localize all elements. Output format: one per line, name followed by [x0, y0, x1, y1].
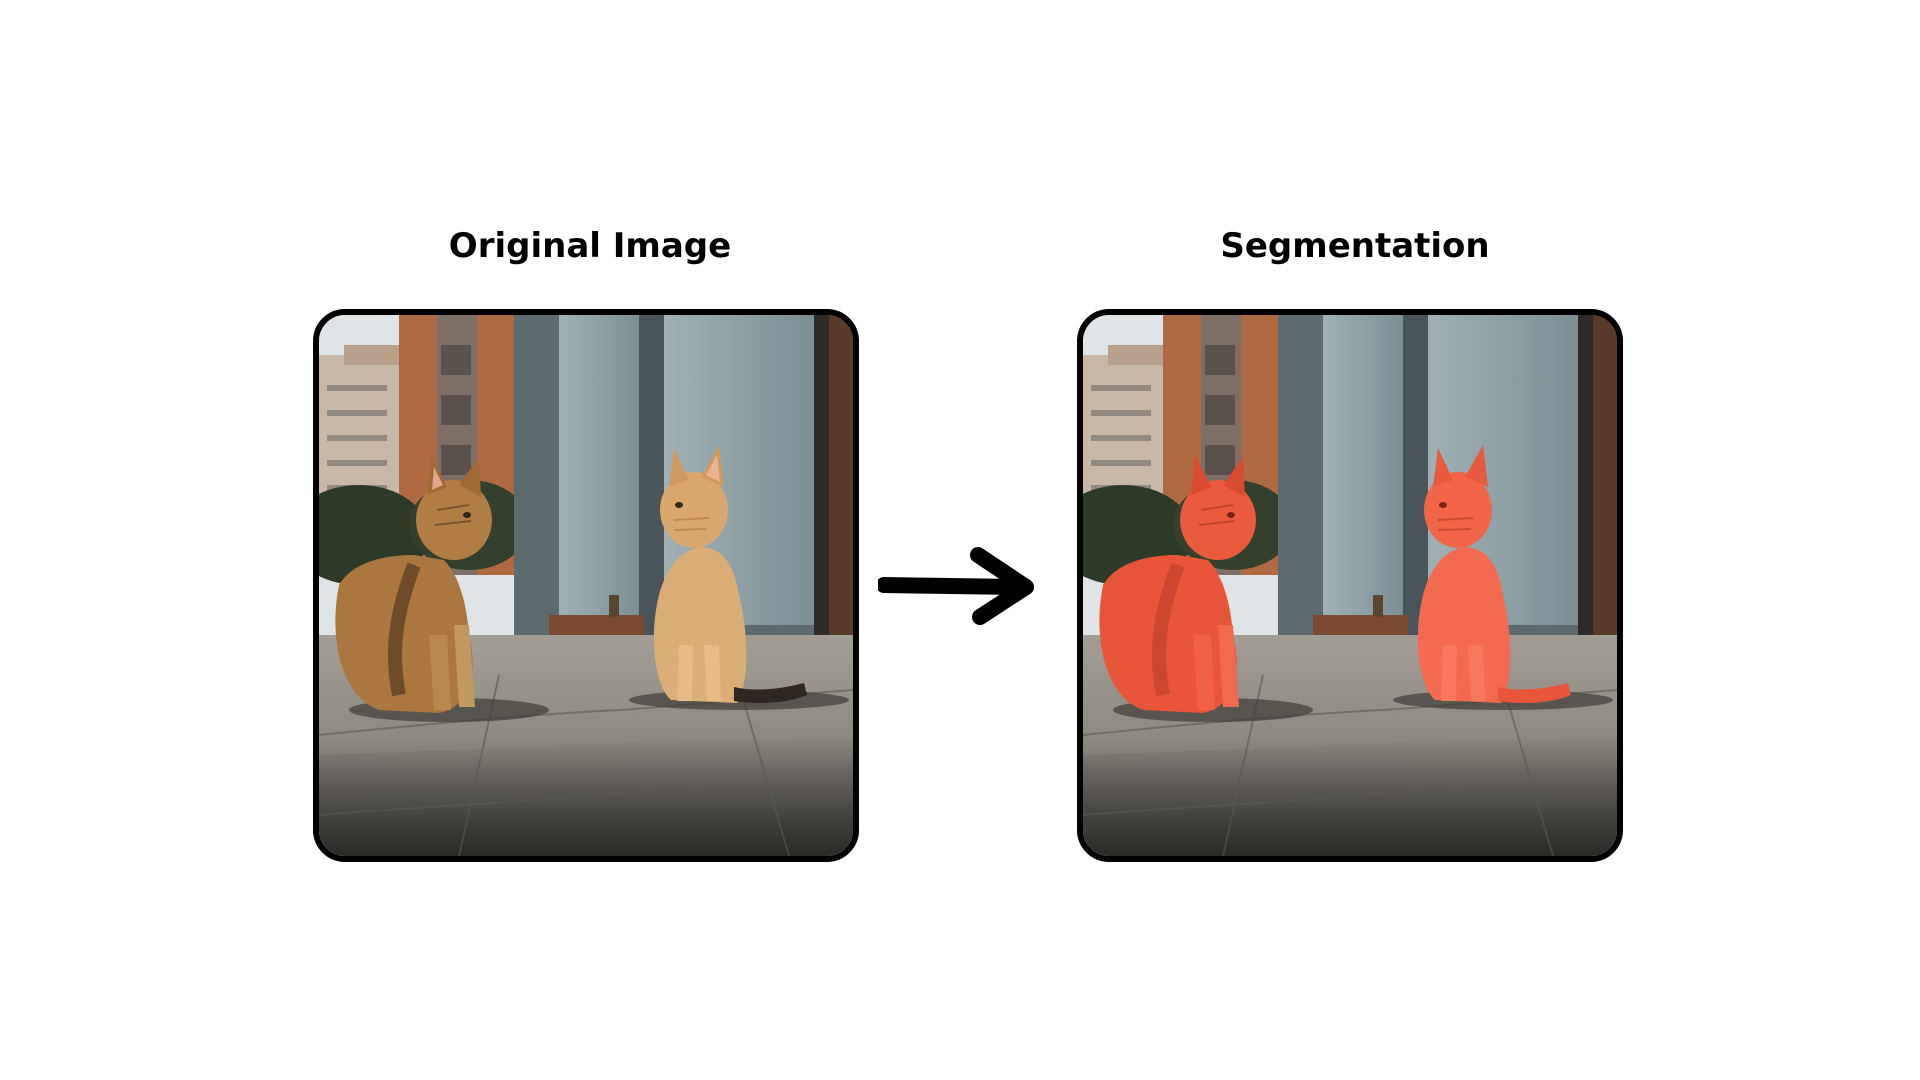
segmentation-image — [1083, 315, 1617, 856]
original-image-frame — [313, 309, 859, 862]
ginger-cat-mask — [1417, 445, 1571, 703]
segmentation-title: Segmentation — [1220, 226, 1490, 266]
tabby-cat — [335, 455, 492, 713]
original-image — [319, 315, 853, 856]
segmentation-image-frame — [1077, 309, 1623, 862]
arrow-right-icon — [878, 547, 1034, 625]
tabby-cat-mask — [1099, 455, 1256, 713]
original-image-title: Original Image — [448, 226, 732, 266]
ginger-cat — [653, 445, 807, 703]
